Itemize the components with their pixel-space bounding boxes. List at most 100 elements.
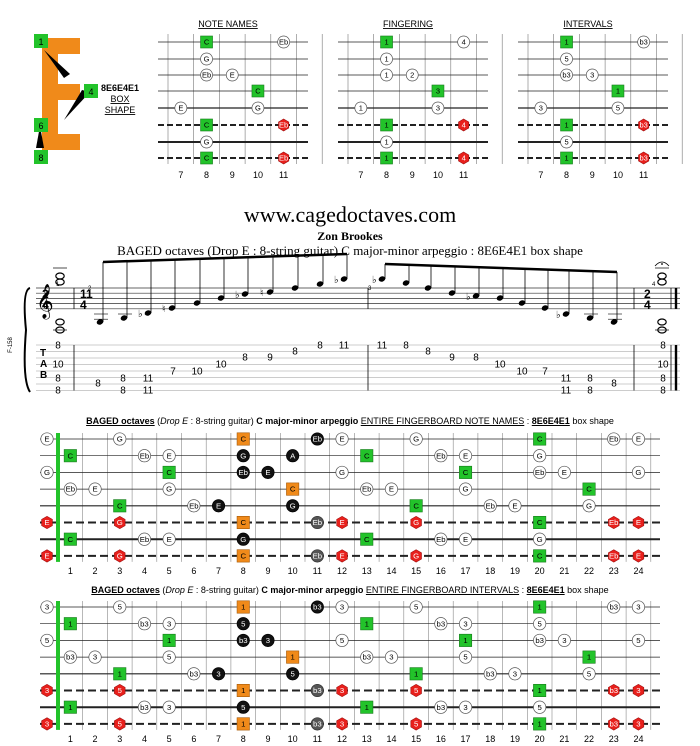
fret-number: 8 bbox=[241, 734, 246, 744]
fret-number: 24 bbox=[633, 566, 643, 576]
fb-notes-title: BAGED octaves (Drop E : 8-string guitar)… bbox=[0, 416, 700, 426]
mini-note bbox=[380, 118, 393, 132]
mini-note-label: Eb bbox=[279, 121, 288, 130]
fingerboard-note-label: C bbox=[166, 468, 172, 477]
measure-number: 4 bbox=[652, 282, 656, 288]
tab-number: 11 bbox=[377, 341, 388, 352]
mini-note-label: 1 bbox=[359, 104, 363, 113]
fingerboard-note-label: 3 bbox=[340, 686, 344, 695]
fingerboard-note-label: G bbox=[463, 485, 469, 494]
shape-word: SHAPE bbox=[105, 105, 136, 115]
tab-number: 11 bbox=[339, 341, 350, 352]
mini-fret-number: 7 bbox=[358, 170, 363, 180]
fingerboard-note bbox=[212, 499, 226, 513]
fb-notes-title-part: C major-minor arpeggio bbox=[256, 416, 359, 426]
fb-notes-title-part: ENTIRE FINGERBOARD NOTE NAMES bbox=[360, 416, 525, 426]
fingerboard-note-label: G bbox=[339, 468, 345, 477]
tuplet-bottom: 4 bbox=[80, 298, 87, 312]
fingerboard-note bbox=[557, 465, 571, 479]
fingerboard-note bbox=[162, 650, 176, 664]
fingerboard-note bbox=[114, 549, 126, 563]
fret-number: 1 bbox=[68, 566, 73, 576]
fb-intervals-title-part: : bbox=[519, 585, 527, 595]
tab-number: 8 bbox=[473, 353, 479, 364]
mini-note bbox=[200, 151, 213, 165]
fingerboard-note-label: Eb bbox=[140, 535, 149, 544]
fingerboard-note-label: C bbox=[463, 468, 469, 477]
fingerboard-note-label: 1 bbox=[365, 619, 369, 628]
tab-number: 8 bbox=[660, 386, 666, 397]
fingerboard-note bbox=[533, 700, 547, 714]
fb-notes-title-part: 8E6E4E1 bbox=[531, 416, 570, 426]
fingerboard-note-label: 5 bbox=[290, 669, 294, 678]
fingerboard-note-label: G bbox=[413, 518, 419, 527]
fingerboard-note bbox=[310, 515, 324, 530]
fingerboard-note-label: C bbox=[537, 518, 543, 527]
fingerboard-note-label: Eb bbox=[609, 435, 618, 444]
tab-number: 11 bbox=[561, 386, 572, 397]
fb-notes-title-part: BAGED octaves bbox=[86, 416, 155, 426]
mini-note bbox=[380, 151, 393, 165]
mini-note-label: C bbox=[255, 87, 261, 96]
mini-note-label: 5 bbox=[564, 55, 568, 64]
fret-number: 7 bbox=[216, 566, 221, 576]
fingerboard-note-label: 1 bbox=[68, 619, 72, 628]
fb-intervals-title-part: BAGED octaves bbox=[91, 585, 160, 595]
fingerboard-note-label: C bbox=[68, 451, 74, 460]
fingerboard-note-names: 1 2 3 4 5 6 7 8 9 10 11 12 13 14 15 16 17 18 19 20 21 22 23 24E… bbox=[40, 432, 660, 576]
fingerboard-note bbox=[236, 600, 250, 614]
fingerboard-note-label: G bbox=[413, 435, 419, 444]
fb-intervals-title-part: 8E6E4E1 bbox=[526, 585, 565, 595]
mini-note bbox=[380, 35, 393, 49]
tab-number: 8 bbox=[587, 374, 593, 385]
fingerboard-note bbox=[236, 633, 250, 647]
mini-note-label: C bbox=[204, 121, 210, 130]
fingerboard-note bbox=[236, 515, 250, 529]
fret-number: 3 bbox=[117, 566, 122, 576]
open-string-note bbox=[41, 549, 53, 563]
marker-8-label: 8 bbox=[38, 153, 43, 163]
fingerboard-note bbox=[533, 617, 547, 631]
tab-letter: B bbox=[40, 370, 47, 381]
fingerboard-note-label: Eb bbox=[436, 535, 445, 544]
fingerboard-note bbox=[336, 515, 348, 530]
open-string-note bbox=[40, 600, 54, 614]
fingerboard-note bbox=[63, 650, 77, 664]
fingerboard-note-label: Eb bbox=[313, 518, 322, 527]
mini-note bbox=[225, 68, 239, 82]
open-string-note bbox=[40, 465, 54, 479]
tab-number: 9 bbox=[267, 353, 273, 364]
staff-note bbox=[144, 310, 152, 316]
fingerboard-note bbox=[458, 617, 473, 631]
fingerboard-note bbox=[483, 667, 497, 681]
open-string-note-label: E bbox=[44, 435, 49, 444]
fingerboard-note-label: 3 bbox=[266, 636, 270, 645]
fingerboard-note-label: G bbox=[117, 552, 123, 561]
staff-note bbox=[340, 276, 348, 282]
fingerboard-note bbox=[608, 717, 620, 731]
fingerboard-note-label: 5 bbox=[241, 619, 245, 628]
mini-note-label: E bbox=[178, 104, 183, 113]
box-shape-logo: 1 4 6 8 8E6E4E1 BOX SHAPE bbox=[34, 34, 139, 164]
fingerboard-note-label: C bbox=[240, 552, 246, 561]
fingerboard-note-label: b3 bbox=[239, 636, 248, 645]
fingerboard-note-label: G bbox=[413, 552, 419, 561]
mini-note bbox=[560, 135, 573, 149]
fingerboard-note-label: 3 bbox=[389, 653, 393, 662]
fingerboard-note bbox=[187, 667, 201, 681]
fingerboard-note-label: 5 bbox=[463, 653, 467, 662]
fingerboard-note-label: 3 bbox=[636, 686, 640, 695]
fret-number: 2 bbox=[93, 566, 98, 576]
fingerboard-note bbox=[286, 449, 300, 463]
fingerboard-note-label: E bbox=[636, 518, 641, 527]
fingerboard-note-label: 1 bbox=[414, 669, 418, 678]
mini-note bbox=[200, 52, 213, 66]
fingerboard-note bbox=[162, 633, 176, 647]
fingerboard-note-label: E bbox=[339, 518, 344, 527]
open-string-note bbox=[41, 717, 53, 731]
fret-number: 18 bbox=[485, 734, 495, 744]
accidental: ♮ bbox=[162, 304, 166, 315]
mini-note bbox=[277, 35, 290, 49]
mini-fret-number: 8 bbox=[204, 170, 209, 180]
